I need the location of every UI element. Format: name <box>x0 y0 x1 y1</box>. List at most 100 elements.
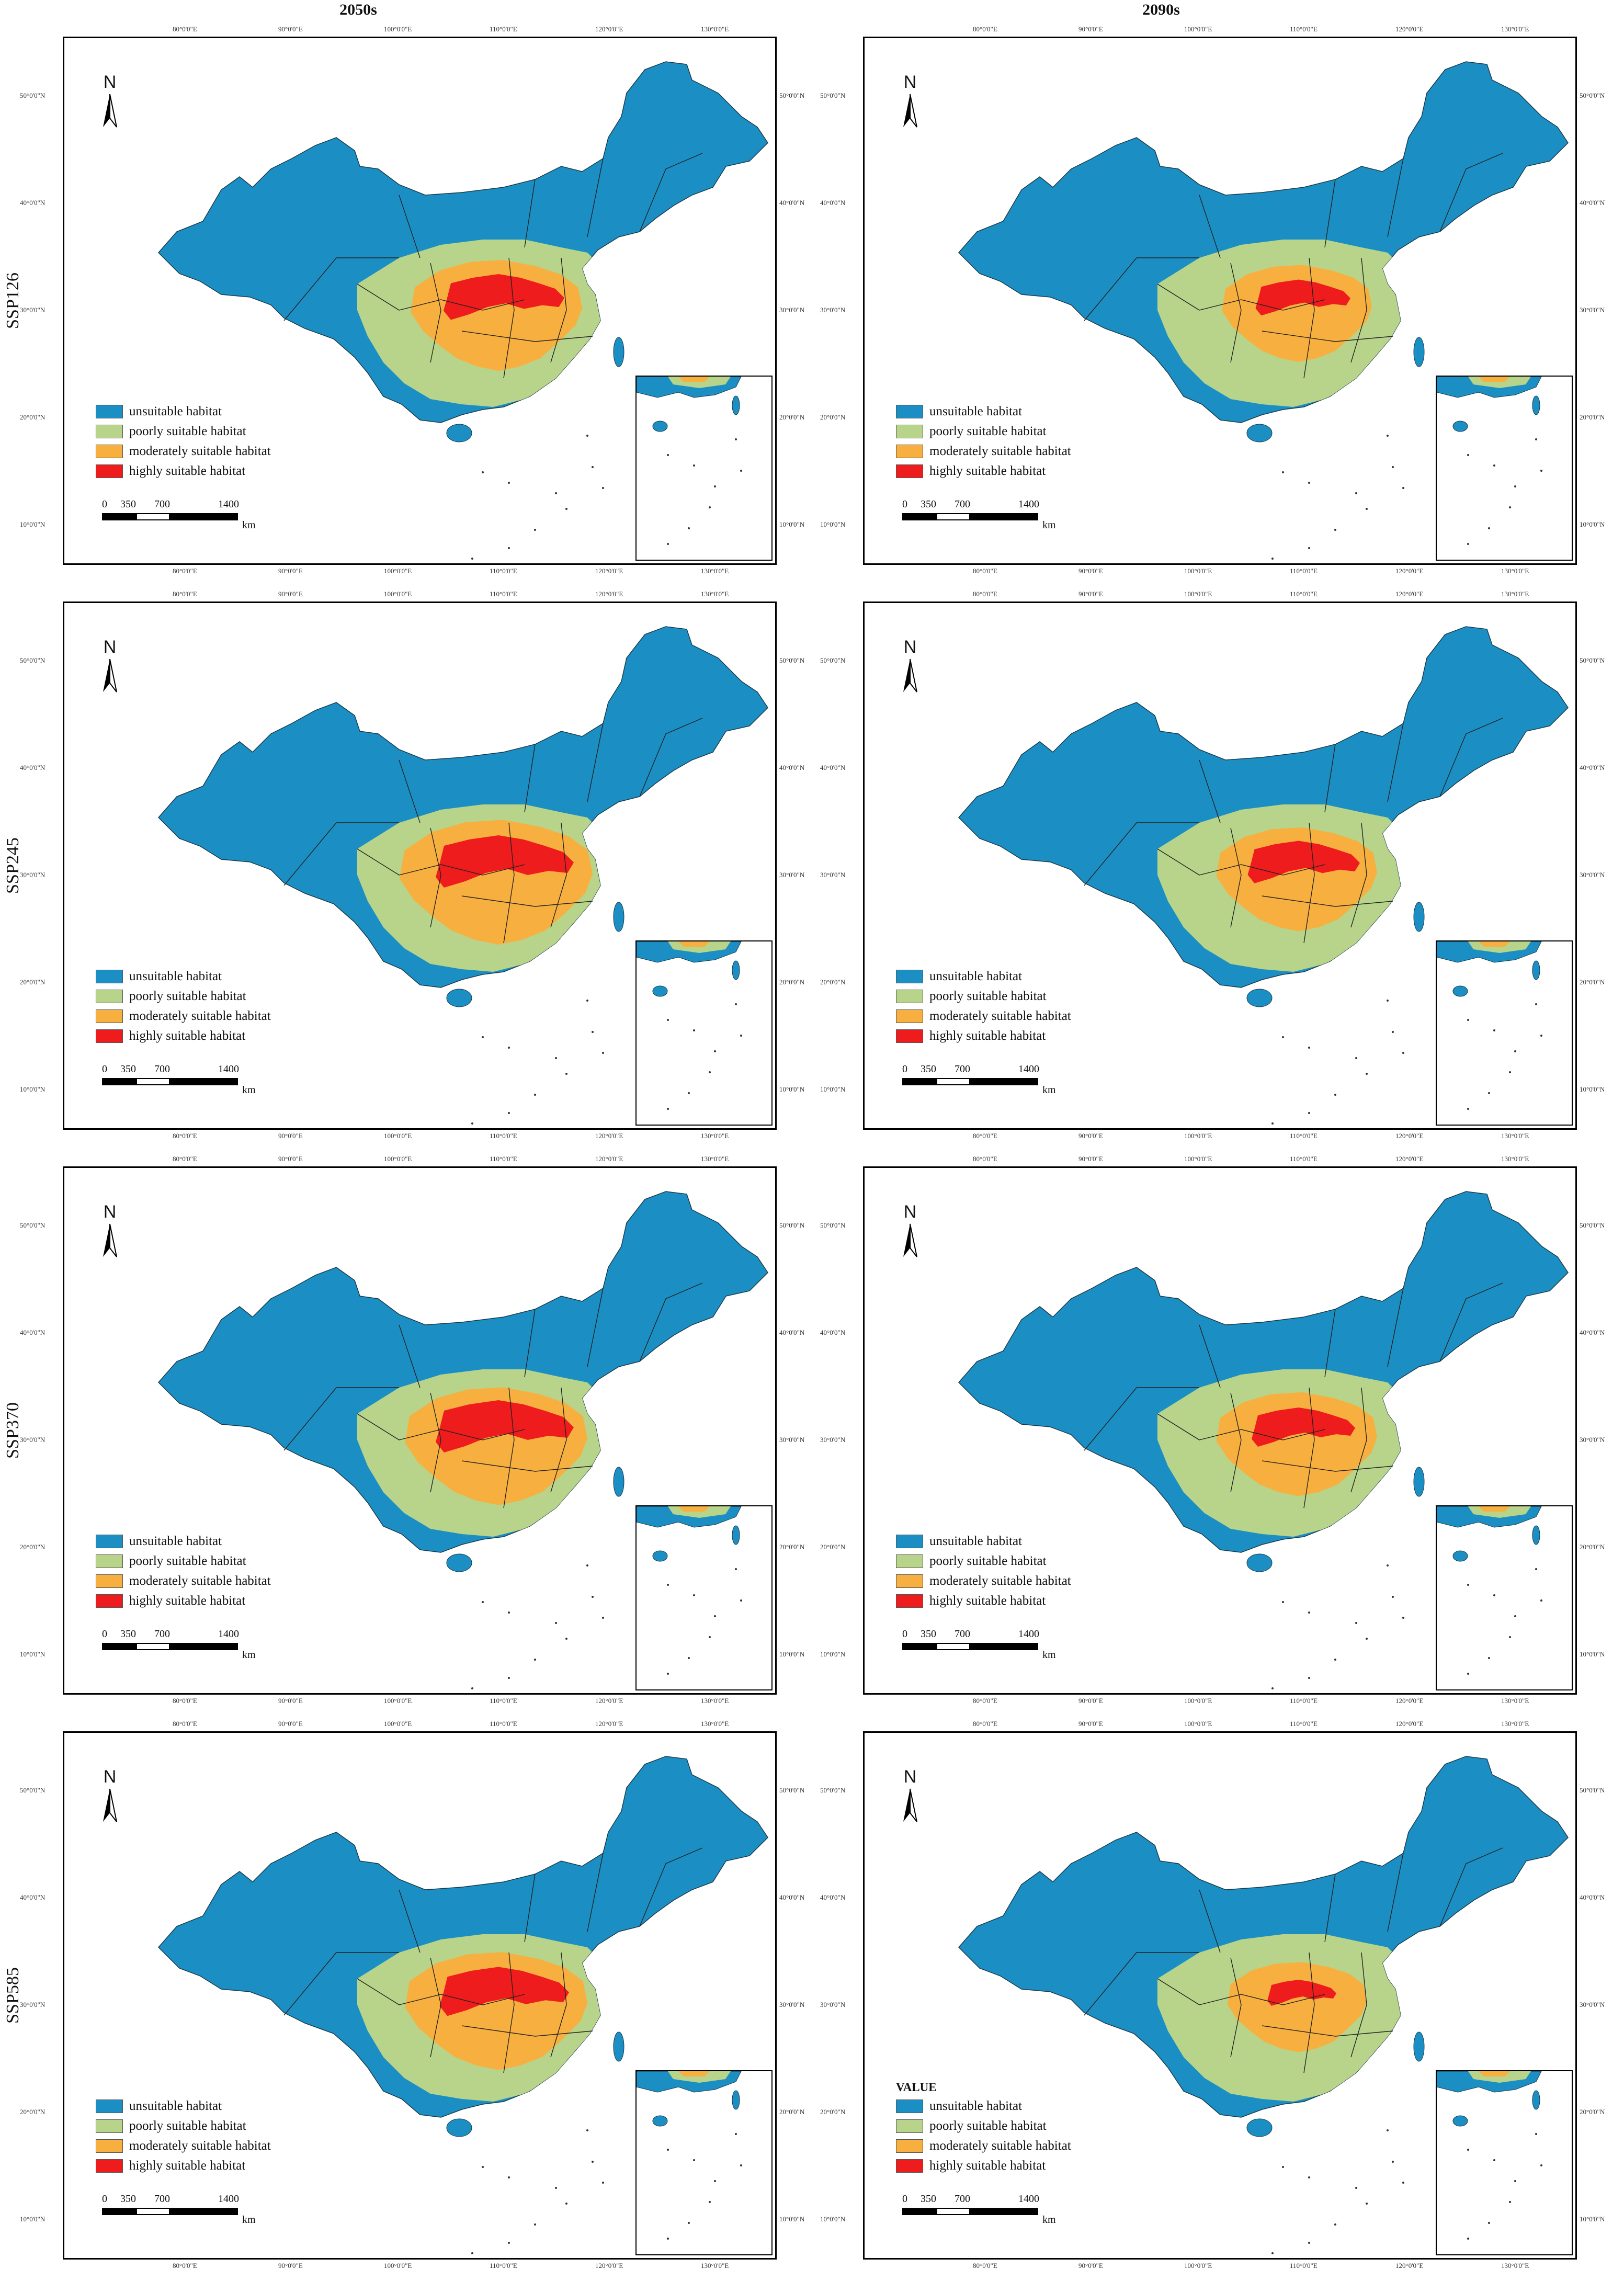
longitude-tick-label: 80°0'0"E <box>973 567 997 575</box>
legend-label: unsuitable habitat <box>929 404 1023 418</box>
north-arrow-icon <box>903 659 917 693</box>
habitat-suitability-map <box>958 61 1569 560</box>
scale-bar-label: 350 <box>921 498 936 510</box>
legend-swatch <box>896 2159 923 2173</box>
longitude-tick-label: 100°0'0"E <box>384 567 412 575</box>
legend-item: moderately suitable habitat <box>96 1571 271 1591</box>
legend-item: highly suitable habitat <box>96 461 271 481</box>
map-legend: VALUE unsuitable habitat poorly suitable h… <box>896 2081 1071 2176</box>
scale-bar: 0 350 700 1400 km <box>102 1063 256 1100</box>
hainan-island <box>1246 989 1273 1007</box>
scale-bar-label: 1400 <box>1018 498 1039 510</box>
legend-swatch <box>896 1009 923 1023</box>
north-arrow: N <box>897 1767 923 1824</box>
legend-item: poorly suitable habitat <box>896 422 1071 441</box>
legend-label: highly suitable habitat <box>129 1594 246 1608</box>
longitude-tick-label: 130°0'0"E <box>701 1720 729 1728</box>
taiwan-island <box>1413 1467 1425 1497</box>
hainan-island <box>446 424 472 442</box>
latitude-tick-label: 20°0'0"N <box>820 1543 846 1551</box>
latitude-tick-label: 50°0'0"N <box>779 1221 805 1229</box>
legend-label: moderately suitable habitat <box>929 1009 1071 1023</box>
latitude-tick-label: 30°0'0"N <box>779 2001 805 2008</box>
scale-bar-label: 1400 <box>1018 1628 1039 1640</box>
latitude-tick-label: 10°0'0"N <box>20 520 46 528</box>
scale-bar-segment <box>936 1078 970 1085</box>
longitude-tick-label: 110°0'0"E <box>490 1155 517 1163</box>
longitude-tick-label: 80°0'0"E <box>173 1132 197 1140</box>
latitude-tick-label: 50°0'0"N <box>1580 1221 1605 1229</box>
taiwan-island <box>613 2031 624 2062</box>
longitude-tick-label: 100°0'0"E <box>1184 567 1212 575</box>
legend-item: unsuitable habitat <box>96 2096 271 2116</box>
scale-bar-unit: km <box>1042 1084 1056 1096</box>
scale-bar-label: 1400 <box>218 1628 239 1640</box>
longitude-tick-label: 130°0'0"E <box>1501 1697 1529 1705</box>
north-arrow: N <box>97 72 123 130</box>
legend-item: unsuitable habitat <box>896 1531 1071 1551</box>
taiwan-island <box>1413 337 1425 367</box>
longitude-tick-label: 120°0'0"E <box>1395 1132 1424 1140</box>
latitude-tick-label: 30°0'0"N <box>820 871 846 879</box>
scale-bar-segment <box>936 1643 970 1650</box>
legend-swatch <box>96 2159 123 2173</box>
longitude-tick-label: 110°0'0"E <box>1290 1155 1318 1163</box>
moderately-suitable-region <box>1227 1962 1367 2052</box>
longitude-tick-label: 130°0'0"E <box>701 567 729 575</box>
longitude-tick-label: 80°0'0"E <box>173 567 197 575</box>
longitude-tick-label: 100°0'0"E <box>1184 2262 1212 2269</box>
latitude-tick-label: 10°0'0"N <box>820 1085 846 1093</box>
legend-item: poorly suitable habitat <box>96 422 271 441</box>
north-arrow-label: N <box>903 1767 917 1787</box>
latitude-tick-label: 10°0'0"N <box>820 1650 846 1658</box>
scale-bar-label: 0 <box>102 2193 107 2205</box>
legend-swatch <box>96 970 123 983</box>
longitude-tick-label: 120°0'0"E <box>595 590 623 598</box>
latitude-tick-label: 50°0'0"N <box>1580 1786 1605 1794</box>
legend-swatch <box>96 1574 123 1588</box>
scale-bar-unit: km <box>1042 519 1056 531</box>
legend-item: highly suitable habitat <box>896 1591 1071 1611</box>
scale-bar-segment <box>170 2208 238 2215</box>
longitude-tick-label: 100°0'0"E <box>384 1132 412 1140</box>
longitude-tick-label: 80°0'0"E <box>973 2262 997 2269</box>
latitude-tick-label: 50°0'0"N <box>820 92 846 99</box>
latitude-tick-label: 10°0'0"N <box>779 520 805 528</box>
legend-item: highly suitable habitat <box>896 1026 1071 1046</box>
north-arrow-label: N <box>103 72 117 92</box>
highly-suitable-region <box>436 1400 574 1452</box>
scale-bar-segment <box>936 513 970 520</box>
legend-swatch <box>96 425 123 438</box>
legend-label: moderately suitable habitat <box>929 2139 1071 2153</box>
legend-label: poorly suitable habitat <box>929 2119 1047 2133</box>
legend-swatch <box>896 1535 923 1548</box>
hainan-island <box>1246 2118 1273 2137</box>
scale-bar-segment <box>136 1643 170 1650</box>
latitude-tick-label: 50°0'0"N <box>820 1786 846 1794</box>
legend-swatch <box>96 1029 123 1043</box>
scale-bar-label: 700 <box>154 498 170 510</box>
row-label-ssp585: SSP585 <box>3 1967 23 2024</box>
legend-swatch <box>96 445 123 458</box>
latitude-tick-label: 50°0'0"N <box>20 92 46 99</box>
longitude-tick-label: 100°0'0"E <box>384 25 412 33</box>
legend-label: unsuitable habitat <box>129 2099 222 2113</box>
highly-suitable-region <box>1252 1408 1355 1447</box>
legend-label: moderately suitable habitat <box>929 444 1071 458</box>
latitude-tick-label: 40°0'0"N <box>1580 1329 1605 1336</box>
scale-bar-label: 700 <box>955 1628 970 1640</box>
longitude-tick-label: 100°0'0"E <box>384 1155 412 1163</box>
longitude-tick-label: 90°0'0"E <box>278 1155 303 1163</box>
taiwan-island <box>613 1467 624 1497</box>
taiwan-island <box>1413 2031 1425 2062</box>
legend-item: highly suitable habitat <box>896 461 1071 481</box>
longitude-tick-label: 100°0'0"E <box>1184 590 1212 598</box>
habitat-suitability-map <box>958 1191 1569 1689</box>
latitude-tick-label: 20°0'0"N <box>820 413 846 421</box>
scale-bar-segment <box>136 2208 170 2215</box>
